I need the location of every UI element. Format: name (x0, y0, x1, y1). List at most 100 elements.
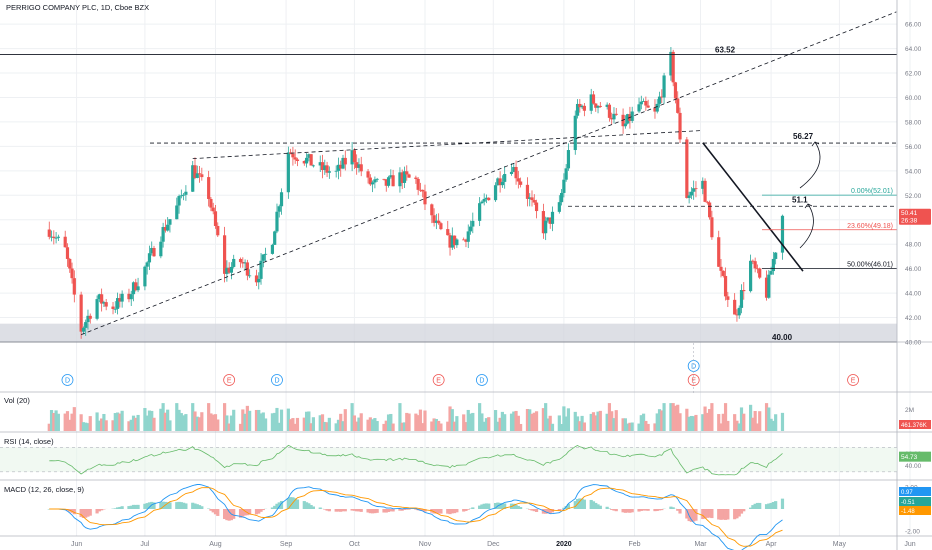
time-tick: Aug (209, 541, 222, 548)
candle (498, 178, 502, 186)
volume-bar (389, 413, 393, 431)
macd-histogram (589, 499, 593, 509)
macd-histogram (541, 509, 545, 514)
macd-histogram (195, 504, 199, 509)
volume-bar (774, 414, 778, 431)
price-tick: 56.00 (905, 144, 922, 151)
candle (557, 202, 561, 212)
candle (384, 179, 388, 186)
volume-bar (191, 403, 195, 431)
macd-histogram (596, 504, 600, 509)
candle (163, 227, 167, 231)
level-label: 63.52 (715, 45, 736, 54)
volume-bar (737, 423, 741, 431)
candle (639, 101, 643, 105)
volume-bar (749, 404, 753, 431)
candle (589, 94, 593, 111)
volume-bar (150, 410, 154, 431)
candle (259, 260, 263, 279)
candle (136, 286, 140, 291)
rsi-title: RSI (14, close) (4, 437, 54, 446)
candle (405, 171, 409, 175)
price-tick: 48.00 (905, 242, 922, 249)
macd-histogram (484, 503, 489, 509)
candle (493, 185, 498, 201)
rsi-last: 54.73 (901, 454, 918, 461)
macd-histogram (143, 503, 147, 509)
macd-histogram (382, 509, 386, 513)
macd-histogram (191, 502, 195, 509)
rsi-tag (899, 451, 931, 462)
macd-histogram (701, 509, 705, 520)
macd-histogram (129, 505, 133, 509)
volume-bar (111, 420, 115, 431)
volume-bar (197, 417, 202, 431)
candle (687, 195, 691, 198)
volume-bar (81, 422, 86, 431)
candle (753, 261, 757, 269)
countdown: 26:38 (901, 218, 918, 225)
macd-histogram (402, 509, 407, 510)
volume-bar (56, 413, 60, 431)
volume-bar (478, 403, 482, 431)
candle (270, 244, 275, 254)
candle (566, 150, 571, 169)
candle (95, 299, 99, 319)
candle (562, 179, 566, 193)
candle (309, 154, 313, 166)
volume-bar (673, 405, 678, 431)
macd-histogram (325, 509, 329, 511)
event-marker (223, 374, 236, 386)
macd-histogram (400, 509, 404, 511)
candle (227, 267, 231, 273)
volume-bar (102, 413, 106, 431)
candle (708, 202, 712, 218)
macd-histogram (578, 498, 582, 509)
macd-histogram (307, 503, 311, 509)
volume-bar (245, 405, 249, 431)
event-label: E (227, 378, 232, 385)
macd-histogram (227, 509, 231, 521)
candle (607, 104, 612, 118)
event-label: D (274, 378, 279, 385)
candle (653, 107, 657, 112)
volume-bar (735, 420, 739, 431)
volume-bar (159, 408, 163, 431)
candle (516, 178, 520, 182)
time-tick: Jul (140, 541, 149, 548)
macd-tag (899, 487, 931, 496)
candle (478, 203, 482, 221)
macd-histogram (739, 509, 744, 514)
macd-histogram (678, 509, 682, 514)
candle (446, 229, 450, 236)
volume-bar (471, 412, 475, 431)
candle (678, 112, 682, 140)
volume-bar (742, 413, 746, 431)
volume-bar (238, 423, 243, 431)
volume-bar (216, 419, 220, 431)
volume-bar (54, 410, 58, 431)
macd-histogram (279, 500, 284, 509)
macd-histogram (550, 509, 555, 513)
volume-bar (118, 413, 122, 431)
candle (150, 247, 154, 254)
macd-histogram (605, 506, 609, 509)
candle (273, 231, 277, 245)
candle (705, 201, 709, 203)
macd-histogram (423, 509, 427, 512)
candle (751, 260, 755, 262)
macd-histogram (405, 509, 409, 510)
macd-histogram (751, 505, 755, 509)
candle (432, 215, 436, 223)
volume-bar (295, 417, 300, 431)
macd-histogram (758, 502, 762, 509)
macd-histogram (639, 509, 643, 511)
macd-histogram (767, 503, 771, 509)
macd-histogram (500, 503, 504, 509)
candle (534, 202, 539, 212)
volume-bar (655, 413, 659, 431)
volume-tag (899, 420, 931, 429)
macd-histogram (630, 509, 634, 513)
volume-bar (341, 421, 345, 431)
